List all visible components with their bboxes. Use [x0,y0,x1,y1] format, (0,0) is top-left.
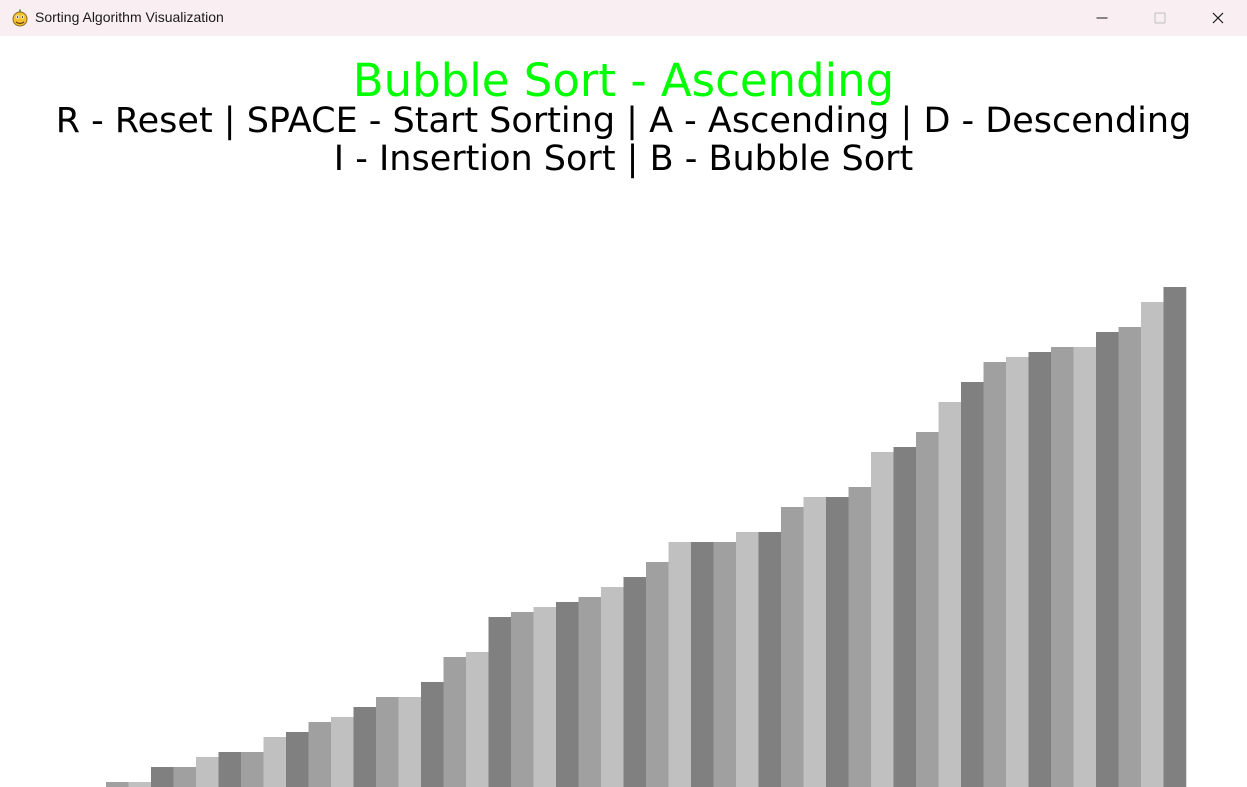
bar-37 [848,487,872,787]
bar-38 [871,452,894,787]
minimize-icon [1096,17,1108,19]
bar-15 [353,707,377,787]
bar-30 [691,542,714,787]
bar-49 [1118,327,1142,787]
pygame-canvas[interactable]: Bubble Sort - Ascending R - Reset | SPAC… [0,36,1247,787]
bar-44 [1006,357,1029,787]
bar-40 [916,432,939,787]
maximize-button[interactable] [1131,0,1189,36]
bar-45 [1028,352,1052,787]
bar-43 [983,362,1007,787]
close-icon [1212,12,1224,24]
bar-34 [781,507,804,787]
bar-13 [308,722,332,787]
bar-5 [128,782,152,787]
bar-27 [623,577,647,787]
bar-14 [331,717,354,787]
bar-31 [713,542,737,787]
bar-12 [286,732,309,787]
bar-22 [511,612,534,787]
bar-26 [601,587,624,787]
bar-9 [218,752,242,787]
window-title: Sorting Algorithm Visualization [35,9,224,25]
bar-11 [263,737,287,787]
minimize-button[interactable] [1073,0,1131,36]
bar-23 [533,607,557,787]
bar-24 [556,602,579,787]
bar-48 [1096,332,1119,787]
window-titlebar[interactable]: Sorting Algorithm Visualization [0,0,1247,36]
bar-51 [1163,287,1187,787]
bar-50 [1141,302,1164,787]
bar-21 [488,617,512,787]
bar-chart [106,287,1187,787]
bar-7 [173,767,197,787]
bar-4 [106,782,129,787]
close-button[interactable] [1189,0,1247,36]
maximize-icon [1154,12,1166,24]
algorithm-title: Bubble Sort - Ascending [352,54,895,107]
bar-20 [466,652,489,787]
bar-47 [1073,347,1097,787]
bar-16 [376,697,399,787]
bar-25 [578,597,602,787]
bar-41 [938,402,962,787]
bar-8 [196,757,219,787]
instructions-line-1: R - Reset | SPACE - Start Sorting | A - … [55,101,1192,141]
bar-36 [826,497,849,787]
instructions-line-2: I - Insertion Sort | B - Bubble Sort [333,139,914,179]
bar-46 [1051,347,1074,787]
bar-35 [803,497,827,787]
bar-42 [961,382,984,787]
bar-29 [668,542,692,787]
bar-17 [398,697,422,787]
bar-33 [758,532,782,787]
bar-19 [443,657,467,787]
bar-28 [646,562,669,787]
bar-6 [151,767,174,787]
bar-10 [241,752,264,787]
bar-39 [893,447,917,787]
bar-18 [421,682,444,787]
pygame-snake-icon [12,9,28,27]
bar-32 [736,532,759,787]
